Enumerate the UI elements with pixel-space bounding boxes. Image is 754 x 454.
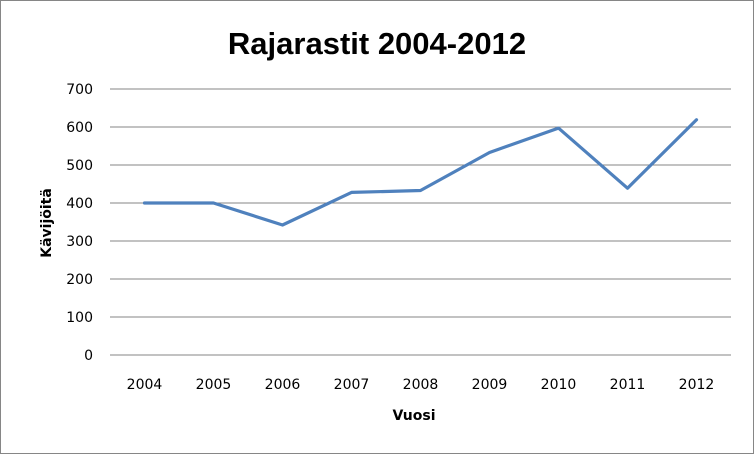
data-point — [212, 201, 215, 205]
data-point — [281, 223, 284, 227]
x-tick-label: 2011 — [610, 377, 646, 393]
x-axis-ticks: 2004 2005 2006 2007 2008 2009 2010 2011 2012 — [127, 377, 715, 393]
x-tick-label: 2007 — [334, 377, 370, 393]
x-tick-label: 2006 — [265, 377, 301, 393]
y-tick-label: 100 — [66, 310, 93, 326]
x-tick-label: 2008 — [403, 377, 439, 393]
chart-title: Rajarastit 2004-2012 — [228, 26, 526, 61]
y-tick-label: 600 — [66, 120, 93, 136]
y-tick-label: 700 — [66, 82, 93, 98]
y-tick-label: 300 — [66, 234, 93, 250]
y-tick-label: 400 — [66, 196, 93, 212]
y-axis-ticks: 0 100 200 300 400 500 600 700 — [66, 82, 93, 364]
data-point — [488, 151, 491, 154]
y-tick-label: 200 — [66, 272, 93, 288]
data-point — [626, 186, 629, 190]
data-point — [695, 118, 698, 121]
x-tick-label: 2012 — [679, 377, 715, 393]
series-group — [142, 118, 699, 227]
y-tick-label: 500 — [66, 158, 93, 174]
data-point — [350, 191, 353, 194]
y-tick-label: 0 — [84, 348, 93, 364]
x-tick-label: 2010 — [541, 377, 577, 393]
data-point — [557, 126, 560, 130]
x-tick-label: 2005 — [196, 377, 232, 393]
x-tick-label: 2009 — [472, 377, 508, 393]
x-axis-title: Vuosi — [392, 408, 435, 424]
gridlines — [110, 88, 731, 356]
y-axis-title: Kävijöitä — [39, 188, 55, 258]
data-point — [419, 189, 422, 192]
series-line — [142, 118, 699, 227]
data-point — [143, 201, 146, 205]
x-tick-label: 2004 — [127, 377, 163, 393]
